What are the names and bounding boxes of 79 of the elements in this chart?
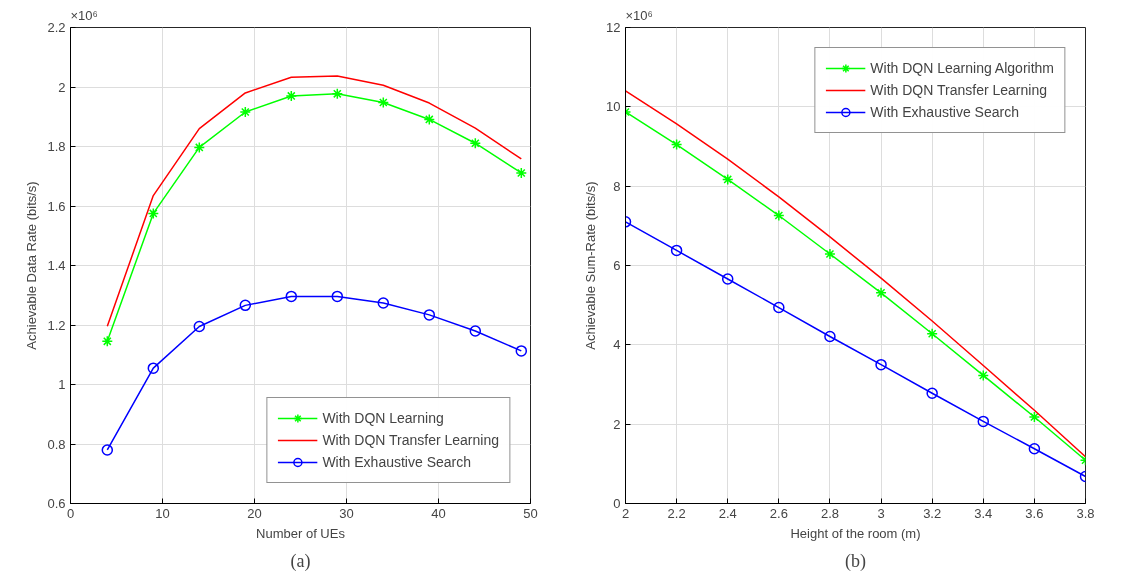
point: [721, 273, 734, 285]
point: [423, 309, 436, 321]
y-tick-label: 6: [613, 258, 621, 273]
y-tick-label: 1.2: [47, 317, 66, 333]
y-tick-label: 10: [606, 99, 621, 115]
y-tick-label: 2: [58, 79, 66, 95]
point: [721, 173, 734, 186]
y-tick-label: 0.6: [47, 496, 66, 511]
point: [331, 88, 344, 100]
legend-label: With DQN Learning: [322, 410, 444, 426]
y-tick-label: 4: [613, 337, 621, 353]
point: [147, 207, 160, 220]
text: (b): [845, 550, 867, 572]
text: ×10⁶: [70, 7, 98, 23]
point: [773, 209, 785, 222]
point: [469, 325, 482, 337]
text: (a): [290, 550, 311, 572]
x-tick-label: 2.6: [769, 505, 788, 521]
point: [193, 141, 206, 154]
x-tick-label: 2.2: [667, 505, 686, 521]
legend-label: With DQN Learning Algorithm: [870, 60, 1054, 76]
point: [875, 358, 887, 371]
point: [824, 248, 836, 260]
x-tick-label: 20: [247, 505, 262, 521]
y-tick-label: 12: [606, 20, 621, 35]
point: [285, 90, 298, 102]
legend-label: With Exhaustive Search: [322, 454, 471, 470]
point: [239, 299, 252, 312]
point: [773, 301, 785, 314]
x-tick-label: 10: [155, 505, 170, 521]
point: [285, 290, 298, 303]
point: [670, 138, 683, 151]
x-axis-title: Height of the room (m): [790, 525, 921, 541]
point: [824, 330, 836, 343]
x-tick-label: 3: [877, 505, 885, 521]
point: [101, 444, 114, 456]
y-axis-title: Achievable Data Rate (bits/s): [24, 181, 40, 350]
point: [670, 244, 683, 257]
x-tick-label: 2.4: [718, 505, 737, 521]
point: [977, 369, 990, 382]
y-tick-label: 1.6: [47, 198, 66, 214]
point: [926, 387, 938, 399]
point: [926, 327, 938, 340]
point: [1028, 443, 1041, 455]
point: [515, 167, 528, 179]
point: [147, 362, 160, 374]
point: [1028, 411, 1041, 423]
y-tick-label: 2.2: [47, 20, 66, 35]
x-tick-label: 3.6: [1025, 505, 1044, 521]
point: [101, 335, 114, 348]
y-axis-title: Achievable Sum-Rate (bits/s): [583, 181, 599, 350]
point: [239, 106, 252, 118]
x-tick-label: 3.2: [923, 505, 942, 521]
text: ×10⁶: [625, 7, 653, 23]
point: [469, 137, 482, 149]
y-tick-label: 1: [58, 377, 66, 392]
x-tick-label: 3.8: [1076, 505, 1095, 521]
x-axis-title: Number of UEs: [256, 525, 346, 541]
point: [331, 290, 344, 303]
legend-label: With Exhaustive Search: [870, 104, 1019, 120]
x-tick-label: 2.8: [820, 505, 839, 521]
point: [377, 96, 390, 109]
y-tick-label: 8: [613, 178, 621, 194]
x-tick-label: 50: [523, 505, 538, 521]
x-tick-label: 3.4: [974, 505, 993, 521]
point: [977, 415, 990, 428]
point: [515, 345, 528, 357]
legend-label: With DQN Transfer Learning: [870, 82, 1047, 98]
point: [423, 113, 436, 126]
y-tick-label: 2: [613, 416, 621, 432]
point: [377, 297, 390, 309]
x-tick-label: 30: [339, 505, 354, 521]
legend-label: With DQN Transfer Learning: [322, 432, 499, 448]
y-tick-label: 0.8: [47, 436, 66, 452]
point: [875, 287, 887, 299]
point: [193, 320, 206, 333]
y-tick-label: 1.8: [47, 139, 66, 154]
x-tick-label: 40: [431, 505, 446, 521]
y-tick-label: 1.4: [47, 258, 66, 273]
